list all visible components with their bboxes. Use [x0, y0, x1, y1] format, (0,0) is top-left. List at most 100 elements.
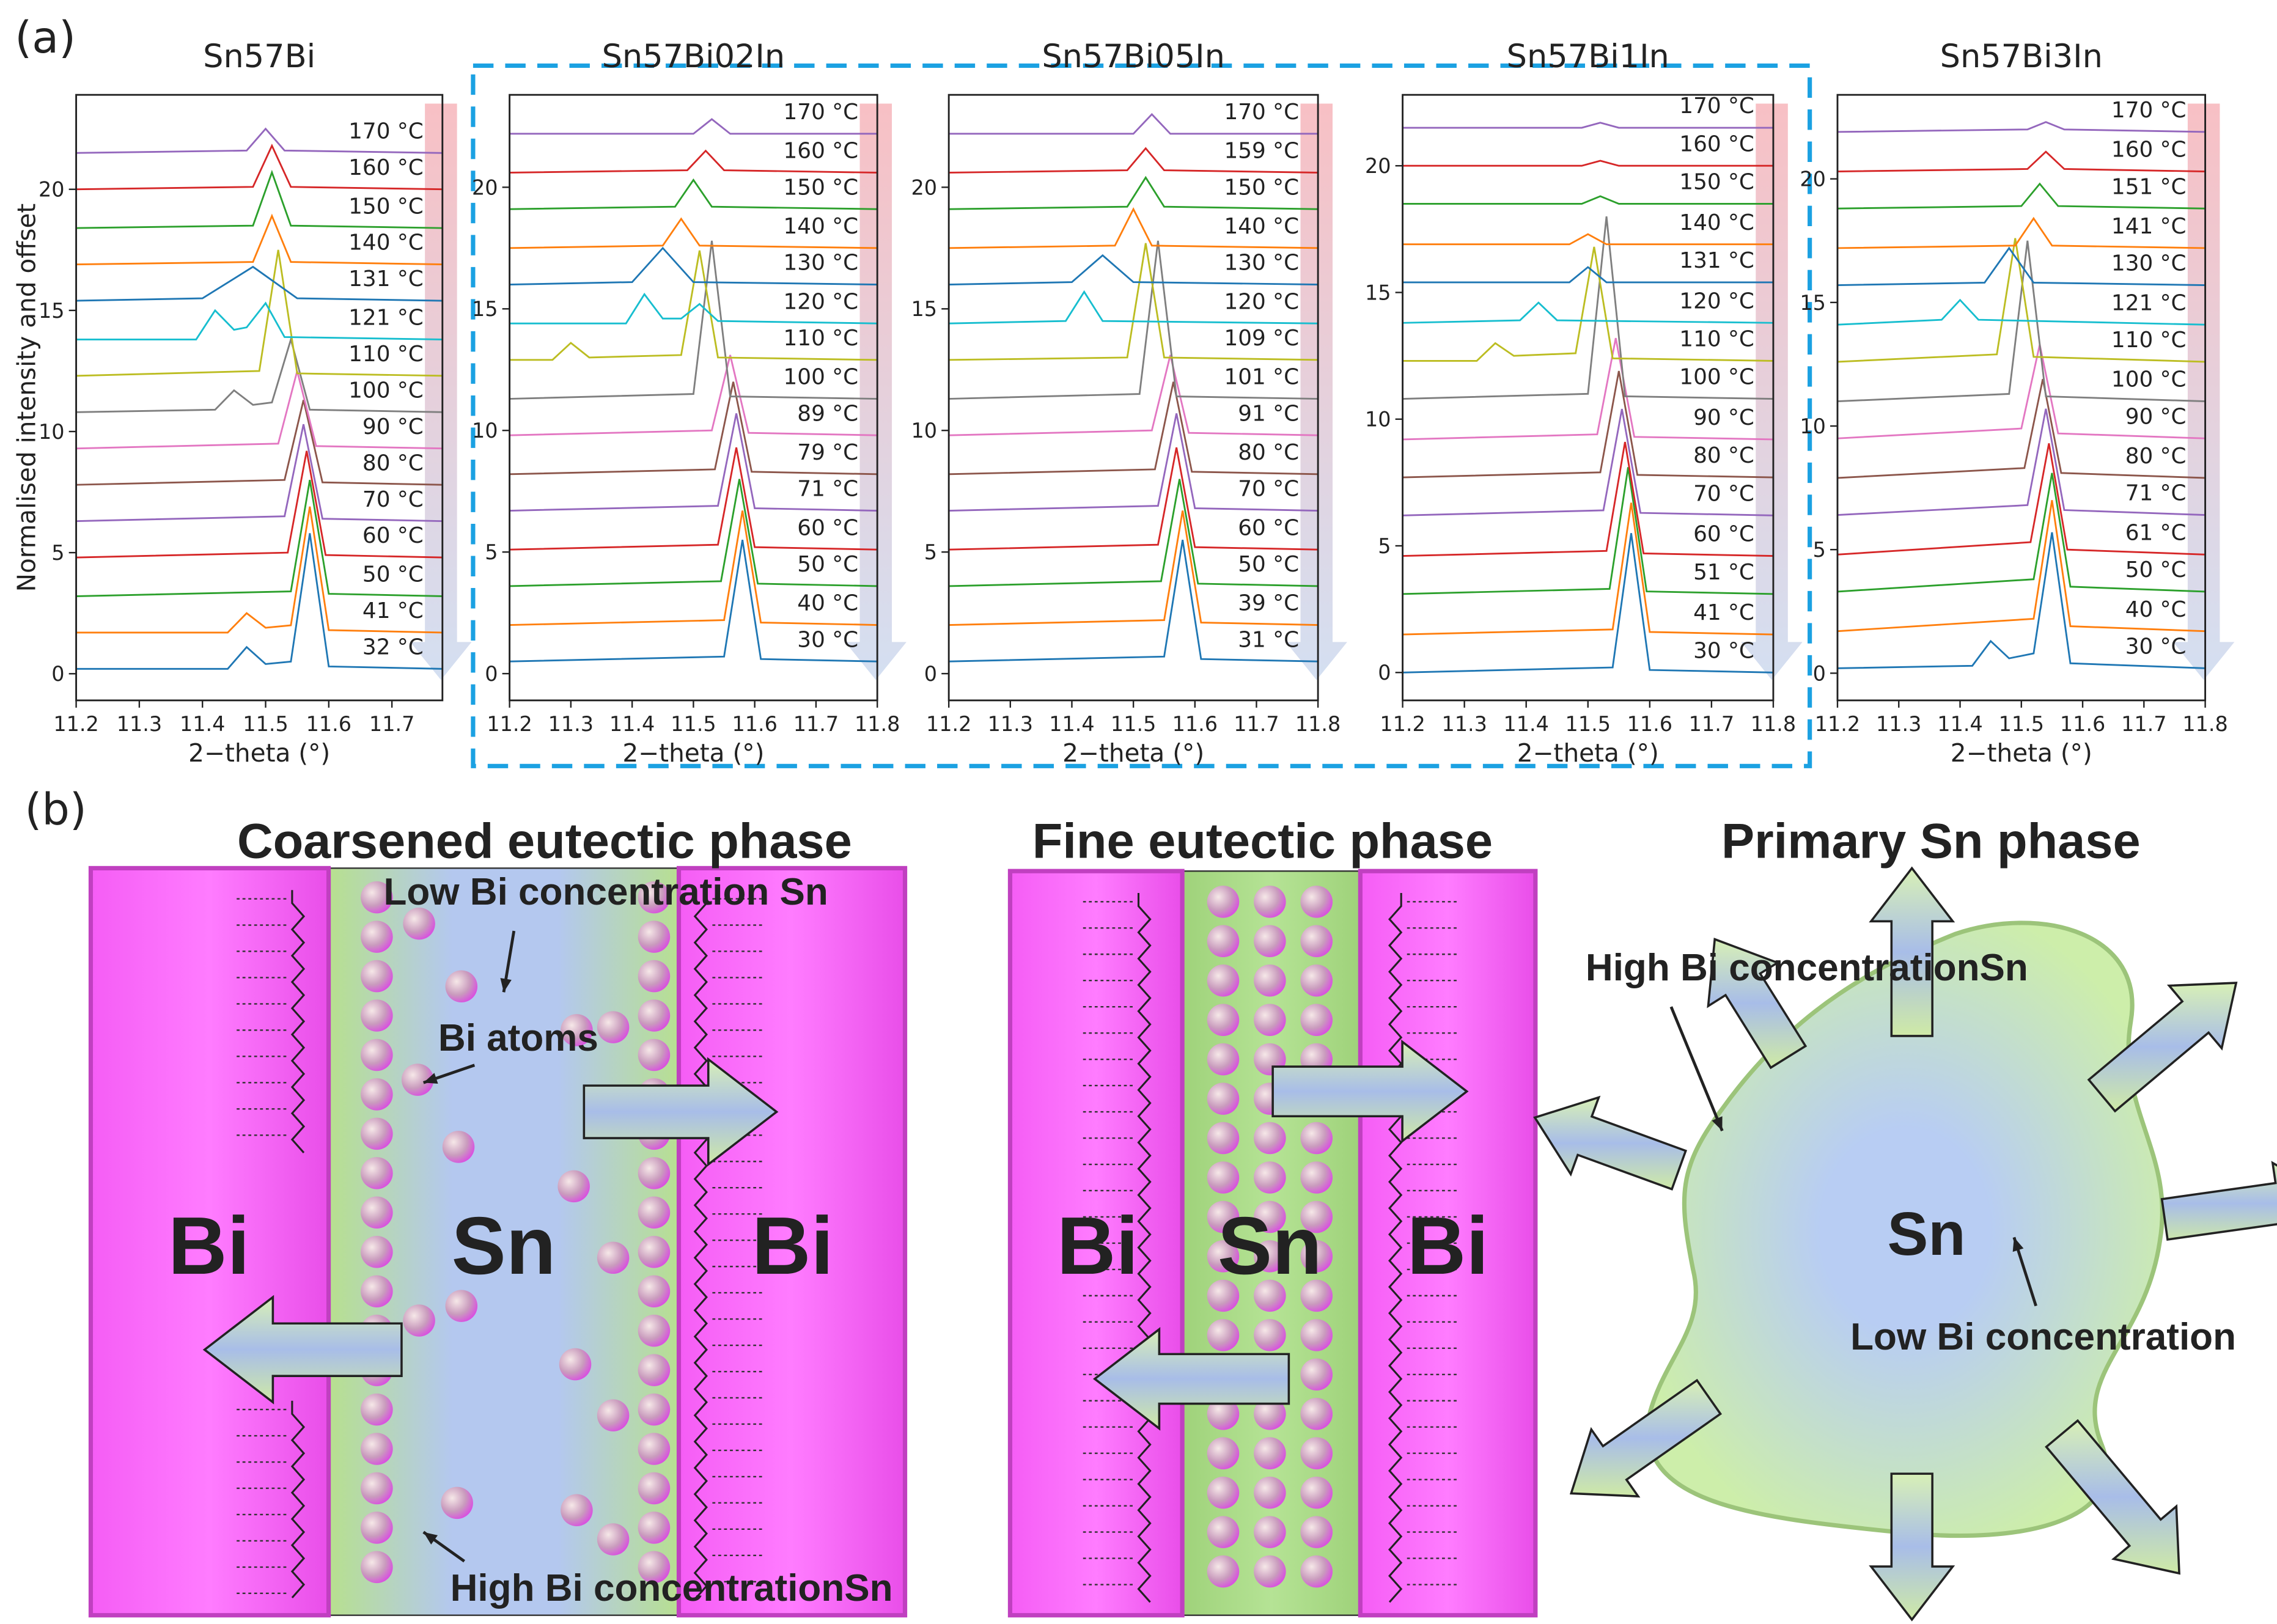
y-tick-label: 20: [39, 178, 65, 202]
x-tick-label: 11.7: [2121, 712, 2166, 736]
bi-atom: [597, 1523, 630, 1556]
bi-atom: [557, 1170, 590, 1203]
xrd-curve: [1402, 122, 1773, 129]
temperature-label: 100 °C: [1679, 365, 1754, 390]
panel-title: Coarsened eutectic phase: [237, 814, 852, 869]
bi-atom: [638, 999, 671, 1032]
bi-atom: [361, 1551, 393, 1584]
temperature-label: 170 °C: [2111, 98, 2187, 123]
pointer-head: [1712, 1116, 1723, 1131]
xrd-curve: [76, 143, 443, 191]
temperature-label: 159 °C: [1224, 139, 1299, 164]
temperature-label: 121 °C: [2111, 290, 2187, 315]
bi-atom: [361, 1038, 393, 1071]
temperature-label: 60 °C: [1238, 515, 1299, 540]
bi-atom: [1207, 1043, 1240, 1076]
temperature-label: 80 °C: [362, 450, 424, 476]
bi-atom: [445, 970, 478, 1003]
x-axis-label: 2−theta (°): [1062, 738, 1204, 768]
xrd-curve: [1837, 121, 2205, 133]
xrd-curve: [1837, 246, 2205, 286]
xrd-curve: [76, 301, 443, 340]
arrow: [1533, 1095, 1688, 1191]
bi-atom: [1254, 964, 1286, 997]
temperature-label: 60 °C: [797, 515, 858, 540]
y-tick-label: 20: [911, 175, 938, 199]
bi-atom: [1254, 886, 1286, 918]
bi-atom: [1207, 1437, 1240, 1469]
x-tick-label: 11.5: [1999, 712, 2044, 736]
temperature-label: 130 °C: [2111, 251, 2187, 276]
y-tick-label: 15: [39, 299, 65, 323]
xrd-curve: [1837, 500, 2205, 633]
xrd-curve: [76, 533, 443, 670]
xrd-curve: [76, 249, 443, 377]
xrd-curve: [509, 250, 878, 361]
temperature-label: 110 °C: [784, 326, 859, 351]
bi-atom: [1300, 1161, 1333, 1194]
pointer: [1669, 1006, 1724, 1132]
xrd-curve: [509, 447, 878, 551]
y-tick-label: 10: [1800, 414, 1826, 438]
temperature-label: 30 °C: [1693, 638, 1754, 663]
bi-atom: [361, 1393, 393, 1426]
y-tick-label: 15: [472, 297, 498, 321]
temperature-label: 110 °C: [1679, 327, 1754, 352]
x-tick-label: 11.7: [369, 712, 414, 736]
temperature-label: 160 °C: [348, 155, 424, 180]
temperature-label: 100 °C: [2111, 367, 2187, 392]
bi-atom: [559, 1348, 592, 1381]
arrow: [2045, 1419, 2180, 1575]
sn-grain: [1646, 920, 2165, 1538]
xrd-curve: [509, 292, 878, 325]
temperature-label: 150 °C: [1224, 175, 1299, 200]
arrow: [2160, 1161, 2277, 1241]
x-tick-label: 11.4: [1937, 712, 1982, 736]
y-tick-label: 5: [51, 541, 64, 565]
bi-atom: [1300, 1397, 1333, 1430]
chart-title: Sn57Bi: [203, 38, 315, 75]
x-axis-label: 2−theta (°): [622, 738, 764, 768]
xrd-curve: [1837, 240, 2205, 403]
bi-atom: [1207, 1004, 1240, 1036]
xrd-curve: [949, 147, 1319, 174]
x-tick-label: 11.2: [1815, 712, 1860, 736]
bi-atom: [1254, 1397, 1286, 1430]
bi-atom: [638, 920, 671, 953]
bi-atom: [361, 960, 393, 993]
xrd-curve: [949, 207, 1319, 249]
bi-atom: [445, 1290, 478, 1322]
x-tick-label: 11.3: [988, 712, 1033, 736]
chart-title: Sn57Bi05In: [1042, 38, 1225, 75]
phase-label: Sn: [452, 1200, 556, 1291]
bi-atom: [361, 1157, 393, 1189]
temperature-label: 79 °C: [797, 440, 858, 465]
bi-atom: [1300, 1358, 1333, 1391]
xrd-curve: [509, 149, 878, 174]
bi-atom: [403, 1304, 435, 1337]
bi-atom: [361, 920, 393, 953]
y-tick-label: 10: [472, 419, 498, 443]
temperature-label: 41 °C: [1693, 600, 1754, 625]
x-axis-label: 2−theta (°): [1951, 738, 2092, 768]
y-tick-label: 10: [39, 420, 65, 444]
bi-atom: [1300, 1200, 1333, 1233]
x-tick-label: 11.7: [793, 712, 839, 736]
interface: [290, 1400, 306, 1599]
temperature-label: 150 °C: [348, 194, 424, 219]
bi-atom: [361, 1235, 393, 1268]
bi-atom: [1207, 1319, 1240, 1351]
xrd-curve: [1837, 378, 2205, 479]
xrd-curve: [949, 510, 1319, 626]
temperature-label: 140 °C: [1224, 214, 1299, 239]
bi-atom: [442, 1131, 475, 1163]
x-tick-label: 11.8: [2182, 712, 2227, 736]
bi-atom: [638, 1038, 671, 1071]
x-tick-label: 11.5: [671, 712, 716, 736]
bi-atom: [638, 1314, 671, 1347]
temperature-label: 80 °C: [1238, 440, 1299, 465]
temperature-label: 50 °C: [2125, 557, 2187, 582]
temperature-label: 30 °C: [797, 627, 858, 652]
temperature-label: 50 °C: [797, 552, 858, 577]
